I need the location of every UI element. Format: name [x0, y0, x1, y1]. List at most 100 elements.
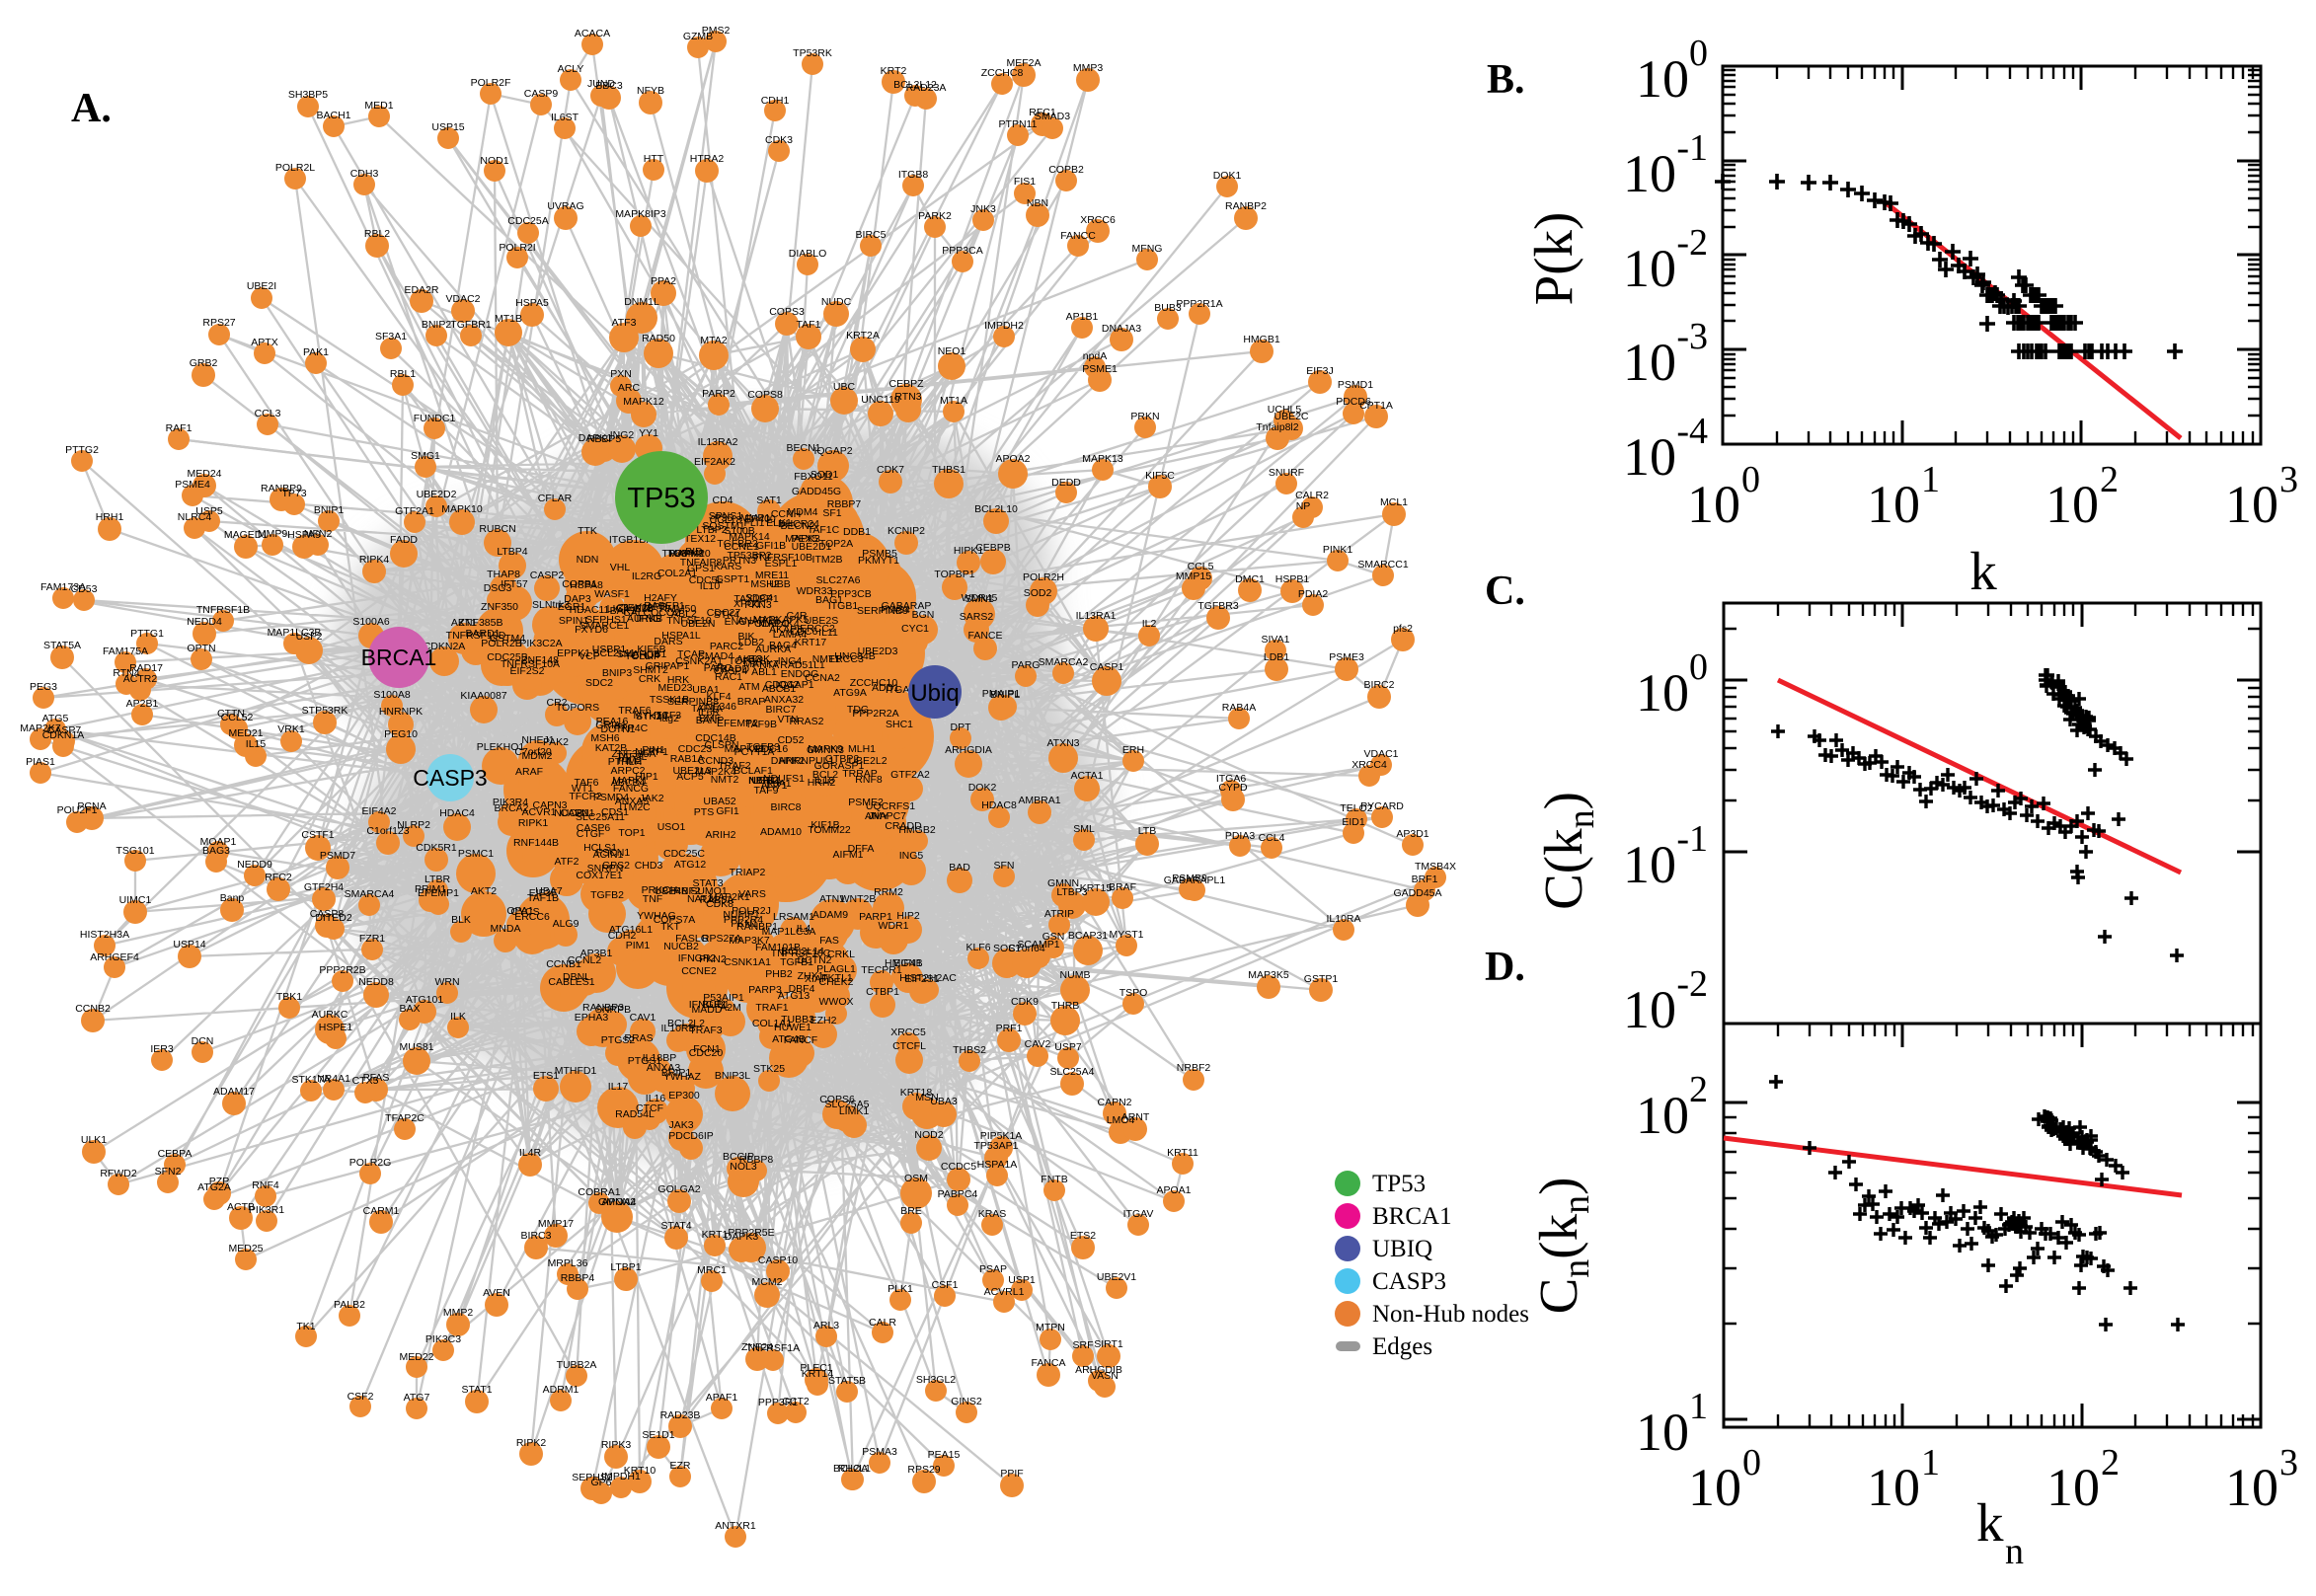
svg-text:EIF2S2: EIF2S2 [509, 665, 544, 677]
svg-text:IQGAP2: IQGAP2 [813, 445, 852, 457]
svg-text:ZNF148: ZNF148 [521, 654, 559, 666]
svg-text:NOD1: NOD1 [480, 155, 508, 167]
svg-text:CASP4: CASP4 [714, 665, 748, 677]
svg-text:HMGN1: HMGN1 [885, 957, 922, 969]
svg-text:JNK3: JNK3 [970, 203, 996, 215]
svg-text:COPS6: COPS6 [819, 1094, 855, 1105]
svg-text:RRAS: RRAS [624, 1032, 653, 1044]
svg-text:TGFB3: TGFB3 [746, 741, 780, 753]
svg-text:CAV2: CAV2 [1025, 1038, 1051, 1050]
svg-text:BRCA1: BRCA1 [1372, 1203, 1452, 1230]
svg-text:BIK: BIK [738, 631, 755, 643]
svg-text:COPS3: COPS3 [769, 306, 805, 318]
svg-text:TOPORS: TOPORS [556, 702, 599, 714]
svg-text:STAT4: STAT4 [660, 1220, 691, 1232]
svg-text:CAPN2: CAPN2 [1097, 1097, 1131, 1108]
svg-text:DMC1: DMC1 [1235, 573, 1265, 585]
svg-text:CFLAR: CFLAR [538, 493, 573, 504]
svg-text:GPS1: GPS1 [687, 563, 715, 574]
svg-text:CD53: CD53 [71, 583, 98, 595]
svg-text:CCL4: CCL4 [1259, 832, 1285, 844]
svg-text:PTGS2: PTGS2 [601, 1034, 636, 1046]
svg-text:ZNF385A: ZNF385A [612, 748, 656, 760]
svg-text:CHD4: CHD4 [632, 649, 660, 661]
svg-text:PPP2R2A: PPP2R2A [852, 708, 898, 720]
svg-text:Non-Hub nodes: Non-Hub nodes [1372, 1301, 1529, 1328]
svg-text:MED1: MED1 [364, 100, 393, 112]
svg-text:ATG101: ATG101 [406, 994, 443, 1006]
svg-text:SIVA1: SIVA1 [1262, 634, 1290, 646]
svg-text:TNFRSF10A: TNFRSF10A [501, 658, 560, 670]
svg-text:RIPK4: RIPK4 [359, 554, 390, 566]
svg-text:RTN4: RTN4 [113, 667, 139, 679]
svg-text:HSPA1L: HSPA1L [661, 630, 701, 642]
svg-text:WDR1: WDR1 [879, 920, 909, 932]
svg-text:PEA15: PEA15 [928, 1449, 961, 1461]
svg-text:CCNH: CCNH [771, 508, 801, 520]
svg-text:SFN2: SFN2 [155, 1166, 182, 1178]
svg-text:TGFB2: TGFB2 [590, 889, 624, 901]
svg-text:P53AIP1: P53AIP1 [703, 992, 744, 1004]
svg-text:CTBP1: CTBP1 [866, 986, 899, 998]
svg-text:2: 2 [2100, 459, 2119, 500]
svg-text:BAK1: BAK1 [610, 605, 637, 617]
svg-text:2: 2 [1689, 1069, 1708, 1110]
svg-text:AIFM1: AIFM1 [833, 849, 864, 861]
svg-text:MAP1LC3B: MAP1LC3B [268, 627, 322, 639]
svg-text:SMARCA4: SMARCA4 [345, 888, 395, 900]
svg-text:APTX: APTX [251, 337, 277, 348]
svg-text:TGFBR2: TGFBR2 [717, 538, 758, 550]
svg-text:TECPR1: TECPR1 [861, 964, 902, 976]
svg-text:STK24: STK24 [636, 711, 667, 722]
svg-text:ATN1: ATN1 [819, 893, 845, 905]
svg-text:DCN: DCN [192, 1035, 214, 1047]
svg-text:UBA1: UBA1 [692, 684, 720, 696]
svg-text:MAP2K7: MAP2K7 [20, 722, 61, 734]
svg-text:ITM2C: ITM2C [619, 801, 651, 813]
svg-text:IFT57: IFT57 [501, 578, 528, 590]
svg-text:THRB: THRB [1051, 1000, 1080, 1012]
svg-text:ABL2: ABL2 [671, 608, 697, 620]
svg-text:MMP1: MMP1 [740, 512, 770, 524]
svg-text:FADD: FADD [390, 534, 418, 546]
svg-text:JMY: JMY [869, 810, 889, 822]
svg-text:MFN2: MFN2 [304, 528, 333, 540]
svg-text:GORASP1: GORASP1 [814, 760, 865, 772]
svg-text:PIP5K1A: PIP5K1A [980, 1130, 1023, 1142]
svg-text:DSG3: DSG3 [484, 582, 512, 594]
svg-text:KARS: KARS [714, 561, 742, 572]
svg-text:CDKN1A: CDKN1A [42, 729, 85, 741]
svg-text:CDC25A: CDC25A [507, 215, 548, 227]
svg-text:CYCS: CYCS [510, 906, 539, 918]
svg-text:IL18: IL18 [814, 775, 835, 787]
svg-text:ARHGDIA: ARHGDIA [945, 744, 992, 756]
svg-text:RAB1A: RAB1A [670, 753, 704, 765]
svg-text:TCF3: TCF3 [656, 710, 681, 722]
svg-text:PIK3R4: PIK3R4 [493, 797, 528, 808]
svg-text:AP1B1: AP1B1 [1066, 311, 1099, 323]
svg-text:CDH1: CDH1 [761, 95, 790, 107]
svg-text:DFFA: DFFA [848, 843, 875, 855]
svg-text:RBL2: RBL2 [364, 228, 390, 240]
svg-text:UBA52: UBA52 [703, 796, 735, 807]
svg-text:HSPA5: HSPA5 [515, 297, 549, 309]
svg-text:ING4: ING4 [778, 655, 803, 667]
svg-text:BCL2L12: BCL2L12 [893, 79, 937, 91]
svg-text:Cn(kn): Cn(kn) [1528, 1178, 1597, 1315]
svg-text:RAD23A: RAD23A [906, 82, 947, 94]
svg-text:PEG10: PEG10 [384, 728, 418, 740]
svg-text:LRSAM1: LRSAM1 [773, 911, 814, 923]
svg-text:AKT2: AKT2 [471, 885, 497, 897]
svg-text:DEDD: DEDD [1051, 477, 1081, 489]
svg-text:CCT2: CCT2 [782, 1396, 810, 1407]
svg-text:CCND3: CCND3 [698, 755, 733, 767]
svg-text:MEF2A: MEF2A [1006, 57, 1041, 69]
svg-text:CCL3: CCL3 [255, 408, 281, 419]
svg-text:ETS1: ETS1 [533, 1070, 559, 1082]
svg-text:FAM101B: FAM101B [755, 942, 801, 953]
svg-text:YWHAG: YWHAG [637, 910, 676, 922]
svg-text:STK25: STK25 [753, 1063, 785, 1075]
svg-text:YWHAZ: YWHAZ [663, 1071, 702, 1083]
svg-text:SMAD3: SMAD3 [1035, 111, 1070, 122]
svg-text:UBE2V1: UBE2V1 [1097, 1271, 1136, 1283]
